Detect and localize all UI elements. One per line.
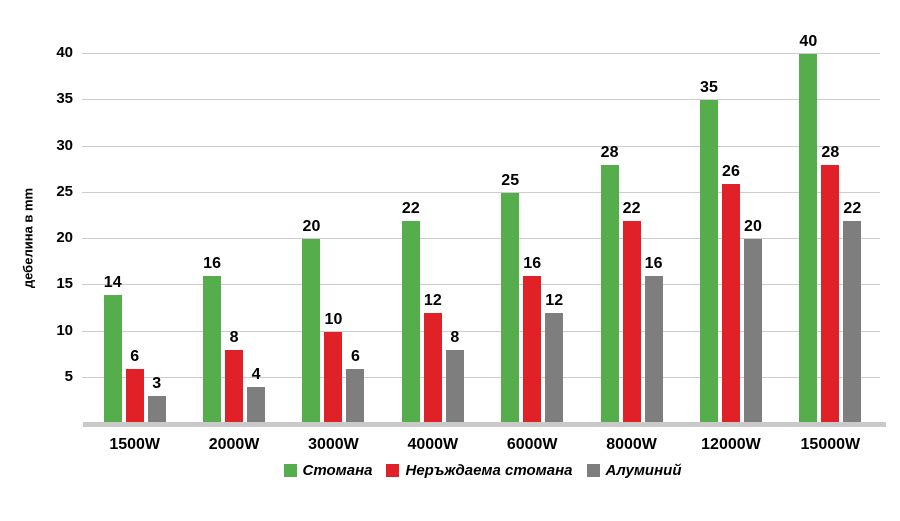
bar-Стомана: 25 <box>501 172 520 424</box>
bar-Неръждаема стомана: 16 <box>523 255 542 424</box>
y-tick-label: 10 <box>56 321 73 339</box>
gridline: 25 <box>56 183 880 200</box>
bar-value-label: 14 <box>103 273 122 291</box>
bar-Стомана: 35 <box>699 79 718 424</box>
bar-group: 28 22 16 8000W <box>582 54 681 453</box>
bar-value-label: 40 <box>799 33 818 50</box>
bar-value-label: 26 <box>722 162 740 180</box>
bar-Неръждаема стомана: 10 <box>324 311 343 424</box>
bar-Неръждаема стомана: 22 <box>622 200 641 424</box>
bar-group: 20 10 6 3000W <box>284 54 383 453</box>
bar-Алуминий: 6 <box>346 348 365 424</box>
bar-group: 14 6 3 1500W <box>85 54 184 453</box>
gridline: 10 <box>56 322 880 339</box>
legend-item: Алуминий <box>586 462 682 479</box>
x-category-label: 1500W <box>109 436 161 453</box>
bar-Стомана: 20 <box>302 218 321 424</box>
gridline: 30 <box>56 137 880 154</box>
bar-group: 40 28 22 15000W <box>781 33 880 453</box>
bar-Алуминий: 3 <box>147 375 166 424</box>
bar-Стомана: 14 <box>103 274 122 424</box>
bar-Алуминий: 8 <box>445 329 464 424</box>
bar-Неръждаема стомана: 6 <box>125 348 144 424</box>
bar-Алуминий: 4 <box>247 366 266 424</box>
plot-area: 5 10 15 20 25 30 35 40 14 6 3 1500W 16 8 4 2000W 20 10 6 30… <box>56 33 880 453</box>
legend-swatch-icon <box>386 464 400 477</box>
x-axis-line <box>83 422 886 427</box>
bar-value-label: 4 <box>251 366 261 383</box>
bar-value-label: 22 <box>622 199 641 217</box>
bar-value-label: 25 <box>501 171 520 189</box>
y-tick-label: 5 <box>64 367 73 385</box>
bar-Стомана: 16 <box>203 255 222 424</box>
legend-item: Стомана <box>283 462 373 479</box>
x-category-label: 3000W <box>308 436 359 453</box>
bar-value-label: 6 <box>130 347 140 365</box>
bar-value-label: 20 <box>302 218 321 235</box>
bar-value-label: 16 <box>203 255 221 272</box>
x-category-label: 2000W <box>208 436 260 453</box>
x-category-label: 15000W <box>800 436 861 453</box>
bar-value-label: 28 <box>821 144 840 161</box>
bar-value-label: 22 <box>401 199 420 217</box>
bar-Неръждаема стомана: 26 <box>721 163 740 424</box>
bar-Стомана: 28 <box>600 144 619 424</box>
bar-value-label: 12 <box>545 292 564 309</box>
bar-Неръждаема стомана: 12 <box>423 292 442 424</box>
legend: Стомана Неръждаема стомана Алуминий <box>85 462 880 479</box>
bar-group: 22 12 8 4000W <box>383 54 482 453</box>
bar-group: 35 26 20 12000W <box>681 54 780 453</box>
bar-group: 25 16 12 6000W <box>483 54 582 453</box>
gridline: 5 <box>65 368 880 385</box>
gridline: 40 <box>56 44 880 61</box>
bar-value-label: 22 <box>843 199 862 217</box>
legend-label: Стомана <box>302 462 373 479</box>
bar-Алуминий: 20 <box>743 218 762 424</box>
x-category-label: 12000W <box>701 436 761 453</box>
bar-value-label: 8 <box>450 329 460 346</box>
y-tick-label: 35 <box>56 90 73 108</box>
bar-value-label: 16 <box>523 255 542 272</box>
x-category-label: 4000W <box>407 436 459 453</box>
y-tick-label: 30 <box>56 136 73 154</box>
y-tick-label: 15 <box>56 275 73 293</box>
bar-Алуминий: 22 <box>843 200 862 424</box>
bar-value-label: 28 <box>600 144 619 161</box>
y-tick-label: 40 <box>56 44 73 61</box>
legend-label: Алуминий <box>605 462 682 479</box>
y-tick-label: 20 <box>56 229 73 246</box>
bar-Стомана: 22 <box>401 200 420 424</box>
bar-value-label: 6 <box>350 347 360 365</box>
legend-label: Неръждаема стомана <box>405 462 573 479</box>
bar-value-label: 12 <box>423 292 442 309</box>
bar-value-label: 3 <box>152 375 162 393</box>
bar-Алуминий: 12 <box>545 292 564 424</box>
legend-swatch-icon <box>586 464 600 477</box>
bar-Неръждаема стомана: 8 <box>225 329 244 424</box>
y-tick-label: 25 <box>56 182 73 200</box>
bar-value-label: 8 <box>229 329 239 346</box>
x-category-label: 8000W <box>606 436 657 453</box>
gridline: 15 <box>56 275 880 292</box>
bar-groups: 14 6 3 1500W 16 8 4 2000W 20 10 6 3000W 22 12 8 4000W 25… <box>85 33 880 453</box>
bar-value-label: 10 <box>324 310 343 328</box>
bar-Неръждаема стомана: 28 <box>821 144 840 424</box>
bar-value-label: 16 <box>644 255 663 272</box>
bar-Стомана: 40 <box>799 33 818 424</box>
legend-swatch-icon <box>283 464 297 477</box>
x-category-label: 6000W <box>506 436 558 453</box>
bar-group: 16 8 4 2000W <box>184 54 283 453</box>
bar-value-label: 20 <box>744 218 762 235</box>
gridline: 20 <box>56 229 880 246</box>
bar-Алуминий: 16 <box>644 255 663 424</box>
gridline: 35 <box>56 90 880 107</box>
legend-item: Неръждаема стомана <box>386 462 573 479</box>
bar-value-label: 35 <box>700 79 718 97</box>
